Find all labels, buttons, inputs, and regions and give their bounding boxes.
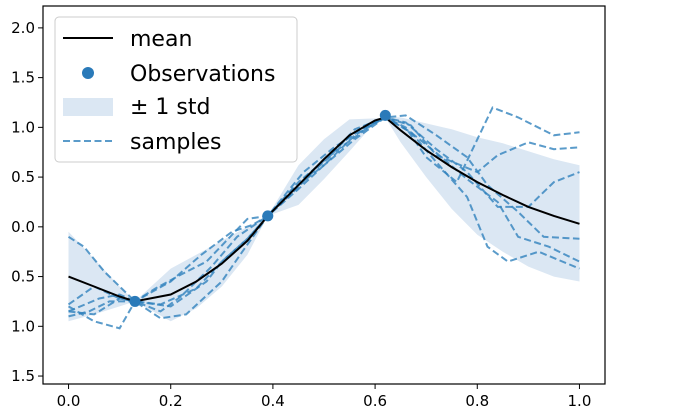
legend-samples-label: samples [130,130,221,155]
mean-layer [68,116,580,303]
y-tick-label: 1.0 [11,317,35,335]
y-axis-ticks: 2.0 1.5 1.0 0.5 0.0 0.5 1.0 1.5 [11,19,43,385]
std-band-layer [68,117,580,322]
x-tick-label: 0.0 [57,392,81,410]
plot-frame [42,5,606,385]
mean-line [68,116,580,303]
y-tick-label: 1.5 [11,367,35,385]
y-tick-label: 2.0 [11,19,35,37]
legend-mean-label: mean [130,27,192,52]
legend-band-label: ± 1 std [130,95,210,120]
legend-observations-label: Observations [130,62,275,87]
x-tick-label: 1.0 [568,392,592,410]
x-tick-label: 0.8 [465,392,489,410]
y-tick-label: 0.5 [11,268,35,286]
y-tick-label: 0.5 [11,168,35,186]
legend: mean Observations ± 1 std samples [54,16,298,163]
legend-box [54,16,298,163]
x-tick-label: 0.2 [159,392,183,410]
x-tick-label: 0.6 [363,392,387,410]
observation-point [262,210,274,222]
y-tick-label: 1.5 [11,69,35,87]
sample-line-3 [67,116,580,330]
x-tick-label: 0.4 [261,392,285,410]
observation-point [129,295,141,307]
y-tick-label: 0.0 [11,218,35,236]
observation-point [379,109,391,121]
std-band [68,117,580,322]
x-axis-ticks: 0.0 0.2 0.4 0.6 0.8 1.0 [57,384,592,410]
legend-observations-swatch [82,67,94,79]
y-tick-label: 1.0 [11,118,35,136]
observations-layer [129,109,391,307]
legend-band-swatch [63,98,113,116]
